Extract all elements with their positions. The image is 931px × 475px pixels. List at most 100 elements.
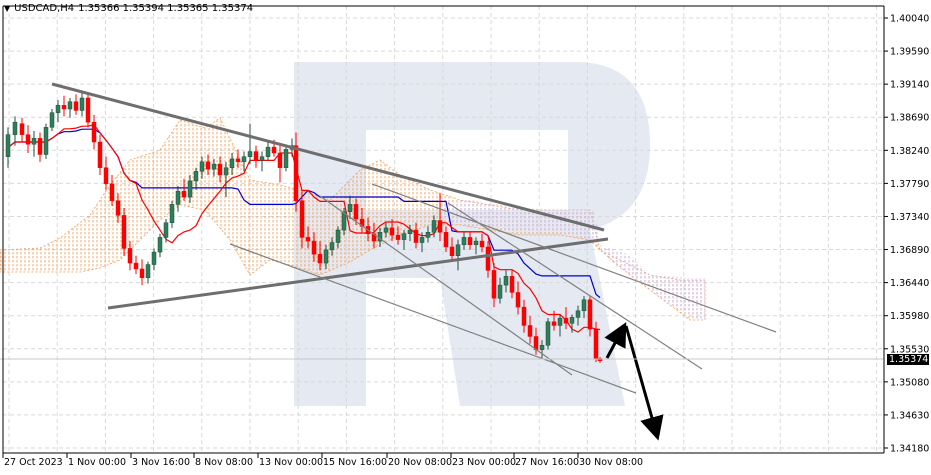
candle bbox=[175, 190, 181, 205]
ichimoku-lines bbox=[7, 124, 601, 333]
candle bbox=[12, 121, 18, 135]
candle bbox=[545, 321, 551, 346]
price-tick-label: 1.35530 bbox=[890, 344, 929, 355]
price-tick-label: 1.38690 bbox=[890, 113, 929, 124]
candle bbox=[461, 237, 467, 245]
candle bbox=[61, 105, 67, 110]
candle bbox=[581, 299, 587, 312]
candle bbox=[115, 200, 121, 216]
time-axis[interactable]: 27 Oct 2023 1 Nov 00:00 3 Nov 16:00 8 Nov 0… bbox=[2, 453, 643, 468]
candle bbox=[597, 358, 603, 361]
time-tick-label: 27 Oct 2023 bbox=[4, 457, 63, 468]
time-tick-label: 20 Nov 08:00 bbox=[388, 457, 452, 468]
price-tick-label: 1.35980 bbox=[890, 311, 929, 322]
triangle-lower-line bbox=[107, 237, 609, 310]
candle bbox=[389, 227, 395, 236]
candle bbox=[253, 151, 259, 161]
trendlines[interactable] bbox=[51, 82, 777, 394]
candle bbox=[311, 240, 317, 255]
candle bbox=[407, 229, 413, 234]
candle bbox=[133, 262, 139, 270]
candle bbox=[181, 190, 187, 198]
candle bbox=[569, 317, 575, 324]
candle bbox=[97, 141, 103, 168]
candle bbox=[521, 306, 527, 326]
candle bbox=[19, 123, 25, 135]
candle bbox=[455, 244, 461, 256]
candle bbox=[491, 270, 497, 299]
candle bbox=[563, 317, 569, 324]
candle bbox=[587, 299, 593, 330]
price-tick-label: 1.39140 bbox=[890, 80, 929, 91]
candle bbox=[199, 161, 205, 172]
candle bbox=[127, 248, 133, 264]
candle bbox=[485, 246, 491, 271]
candle bbox=[193, 171, 199, 182]
triangle-down-icon[interactable]: ▼ bbox=[4, 4, 11, 13]
candle bbox=[247, 151, 253, 157]
candle bbox=[497, 284, 503, 299]
channel-upper-line bbox=[371, 183, 777, 333]
candle bbox=[443, 232, 449, 248]
time-tick-label: 1 Nov 00:00 bbox=[68, 457, 126, 468]
candle bbox=[323, 249, 329, 264]
candle bbox=[163, 222, 169, 238]
candle bbox=[211, 163, 217, 170]
candle bbox=[419, 237, 425, 243]
forecast-arrows bbox=[604, 322, 664, 441]
candle bbox=[241, 156, 247, 163]
candle bbox=[593, 328, 599, 359]
candle bbox=[25, 134, 31, 145]
candle bbox=[509, 276, 515, 293]
price-tick-label: 1.34180 bbox=[890, 444, 929, 455]
time-tick-label: 30 Nov 08:00 bbox=[579, 457, 643, 468]
candle bbox=[479, 240, 485, 248]
time-tick-label: 15 Nov 16:00 bbox=[323, 457, 387, 468]
candle bbox=[341, 211, 347, 231]
candle bbox=[533, 336, 539, 350]
channel-lower-line bbox=[229, 243, 637, 394]
price-axis[interactable]: 1.40040 1.39590 1.39140 1.38690 1.38240 1.377… bbox=[884, 14, 929, 455]
candle bbox=[157, 237, 163, 253]
price-tick-label: 1.37790 bbox=[890, 179, 929, 190]
candle bbox=[335, 229, 341, 243]
candle bbox=[109, 183, 115, 201]
price-tick-label: 1.35080 bbox=[890, 377, 929, 388]
price-tick-label: 1.36440 bbox=[890, 278, 929, 289]
time-tick-label: 8 Nov 08:00 bbox=[195, 457, 253, 468]
candle bbox=[575, 310, 581, 318]
candle bbox=[205, 161, 211, 170]
candle bbox=[305, 237, 311, 242]
time-tick-label: 13 Nov 00:00 bbox=[259, 457, 323, 468]
candle bbox=[139, 268, 145, 279]
price-tick-label: 1.34630 bbox=[890, 410, 929, 421]
ohlc-values: 1.35366 1.35394 1.35365 1.35374 bbox=[78, 3, 254, 14]
candle bbox=[437, 220, 443, 233]
time-tick-label: 27 Nov 16:00 bbox=[515, 457, 579, 468]
candle bbox=[413, 229, 419, 243]
candle bbox=[223, 167, 229, 176]
price-tick-label: 1.38240 bbox=[890, 146, 929, 157]
candle bbox=[401, 233, 407, 240]
chart-title-bar: ▼ USDCAD,H4 1.35366 1.35394 1.35365 1.35… bbox=[4, 3, 253, 14]
candle bbox=[527, 325, 533, 337]
candle bbox=[103, 167, 109, 185]
candle bbox=[449, 246, 455, 256]
candle bbox=[551, 321, 557, 326]
candle bbox=[67, 101, 73, 110]
time-tick-label: 23 Nov 00:00 bbox=[452, 457, 516, 468]
candle bbox=[37, 138, 43, 155]
candle bbox=[55, 105, 61, 113]
candle bbox=[271, 146, 277, 154]
candle bbox=[283, 149, 289, 168]
candle bbox=[187, 180, 193, 198]
candle bbox=[515, 292, 521, 308]
symbol-label: USDCAD,H4 bbox=[14, 3, 75, 14]
candle bbox=[265, 146, 271, 157]
candle bbox=[217, 163, 223, 176]
triangle-upper-line bbox=[51, 82, 605, 232]
candle bbox=[85, 97, 91, 123]
price-tick-label: 1.37340 bbox=[890, 212, 929, 223]
